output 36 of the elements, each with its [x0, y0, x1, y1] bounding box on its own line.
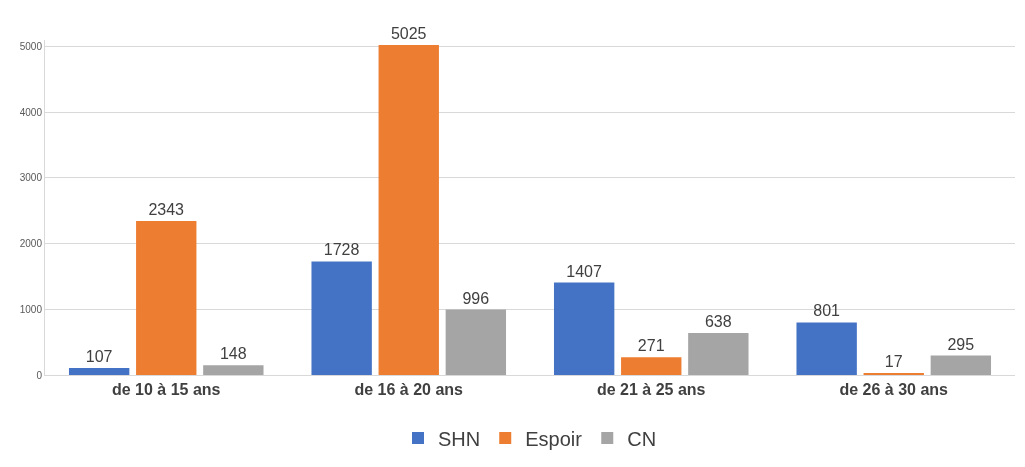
data-label: 996: [462, 289, 490, 307]
x-tick-label: de 26 à 30 ans: [839, 381, 949, 399]
legend-label: SHN: [438, 427, 481, 450]
data-label: 2343: [148, 201, 185, 219]
bar: [203, 365, 264, 375]
bar: [445, 309, 507, 375]
bar: [68, 367, 130, 375]
y-tick-label: 2000: [19, 238, 43, 250]
data-label: 295: [947, 335, 975, 353]
x-tick-label: de 10 à 15 ans: [111, 381, 221, 399]
bar: [796, 322, 857, 375]
data-label: 17: [884, 353, 903, 370]
legend-label: CN: [627, 427, 657, 450]
bar: [688, 333, 749, 375]
bar: [621, 357, 682, 375]
y-tick-label: 5000: [19, 41, 43, 53]
data-label: 148: [219, 345, 247, 363]
bar: [136, 221, 197, 375]
y-tick-label: 3000: [19, 172, 43, 184]
bar: [930, 355, 992, 375]
y-tick-label: 4000: [19, 106, 43, 118]
bar: [378, 44, 439, 375]
data-label: 1728: [323, 241, 360, 259]
y-tick-label: 1000: [19, 303, 43, 315]
data-label: 801: [813, 302, 841, 320]
data-label: 107: [85, 347, 113, 365]
data-label: 1407: [566, 262, 603, 280]
x-tick-label: de 16 à 20 ans: [354, 381, 464, 399]
legend-label: Espoir: [525, 427, 583, 450]
y-tick-label: 0: [36, 369, 43, 381]
x-tick-label: de 21 à 25 ans: [596, 381, 706, 399]
data-label: 271: [637, 337, 665, 355]
data-label: 5025: [390, 24, 427, 42]
bar: [553, 282, 615, 375]
bar: [311, 261, 372, 375]
data-label: 638: [704, 313, 732, 331]
